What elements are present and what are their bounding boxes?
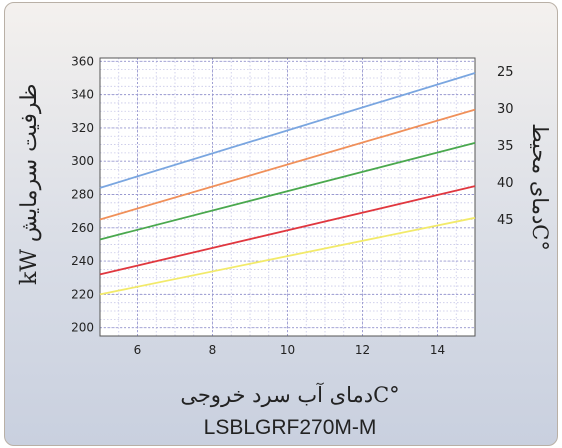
- legend-label-40: 40: [497, 176, 514, 191]
- series-line-45: [99, 216, 476, 296]
- y-tick-label: 360: [71, 54, 94, 68]
- y-tick-label: 340: [71, 88, 94, 102]
- series-line-25: [99, 72, 476, 189]
- right-axis-label: دمای محیطC°: [528, 123, 552, 251]
- model-name: LSBLGRF270M-M: [203, 416, 377, 439]
- y-axis-label: kW ظرفیت سرمایش: [17, 83, 42, 285]
- y-tick-label: 220: [71, 287, 94, 301]
- x-tick-label: 14: [430, 343, 445, 357]
- legend-label-25: 25: [497, 65, 514, 80]
- y-tick-label: 260: [71, 221, 94, 235]
- series-line-35: [99, 142, 476, 241]
- x-tick-label: 6: [134, 343, 142, 357]
- series-line-30: [99, 108, 476, 221]
- series-line-40: [99, 185, 476, 276]
- legend-label-35: 35: [497, 139, 514, 154]
- legend-label-45: 45: [497, 213, 514, 228]
- x-axis-label: دمای آب سرد خروجیC°: [180, 383, 400, 407]
- y-tick-label: 320: [71, 121, 94, 135]
- x-tick-label: 12: [355, 343, 370, 357]
- x-tick-label: 10: [280, 343, 295, 357]
- y-tick-label: 280: [71, 188, 94, 202]
- y-tick-label: 200: [71, 321, 94, 335]
- plot-frame: [99, 57, 476, 337]
- y-tick-label: 240: [71, 254, 94, 268]
- y-tick-label: 300: [71, 154, 94, 168]
- x-tick-label: 8: [209, 343, 217, 357]
- legend-label-30: 30: [497, 102, 514, 117]
